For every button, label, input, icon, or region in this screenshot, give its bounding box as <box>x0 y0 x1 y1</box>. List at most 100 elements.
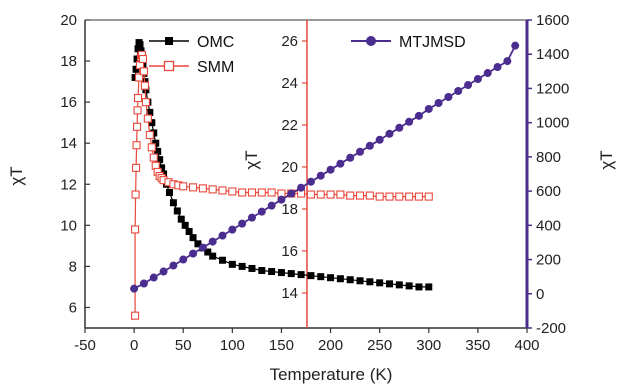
mtjmsd-point <box>493 63 502 72</box>
mtjmsd-point <box>395 123 404 132</box>
smm-point <box>346 191 355 200</box>
middle-ticks: 14 16 18 20 22 24 26 <box>281 33 307 302</box>
omc-point <box>185 227 193 235</box>
omc-point <box>248 264 256 272</box>
omc-point <box>165 188 173 196</box>
series-omc <box>131 39 433 291</box>
x-tick-label: 400 <box>514 337 539 354</box>
right-axis-title: χT <box>597 150 616 169</box>
smm-point <box>131 225 140 234</box>
legend-smm-marker <box>163 60 175 72</box>
omc-point <box>146 108 154 116</box>
right-tick-label: 400 <box>536 217 561 234</box>
mtjmsd-point <box>139 279 148 288</box>
omc-point <box>415 283 423 291</box>
mtjmsd-point <box>365 141 374 150</box>
omc-point <box>194 240 202 248</box>
x-ticks: -50 0 50 100 150 200 250 300 350 400 <box>74 328 540 354</box>
omc-point <box>136 41 144 49</box>
omc-point <box>158 164 166 172</box>
mtjmsd-point <box>238 219 247 228</box>
omc-point <box>425 283 433 291</box>
left-tick-label: 10 <box>60 217 77 234</box>
right-ticks: -200 0 200 400 600 800 1000 1200 1400 1600 <box>527 12 569 337</box>
omc-point <box>209 252 217 260</box>
left-ticks: 6 8 10 12 14 16 18 20 <box>60 12 90 316</box>
left-tick-label: 6 <box>69 299 77 316</box>
smm-point <box>143 114 152 123</box>
legend-mtjmsd-marker <box>366 36 376 46</box>
omc-point <box>148 119 156 127</box>
mtjmsd-point <box>385 129 394 138</box>
x-tick-label: 250 <box>367 337 392 354</box>
mtjmsd-point <box>277 195 286 204</box>
left-axis-title: χT <box>7 166 26 185</box>
omc-point <box>336 275 344 283</box>
omc-point <box>317 273 325 281</box>
smm-point <box>336 190 345 199</box>
middle-tick-label: 26 <box>281 33 298 50</box>
mtjmsd-point <box>267 201 276 210</box>
left-tick-label: 8 <box>69 258 77 275</box>
middle-axis-title: χT <box>242 150 261 169</box>
x-tick-label: 100 <box>220 337 245 354</box>
right-tick-label: 200 <box>536 252 561 269</box>
legend-omc-marker <box>165 37 173 45</box>
smm-point <box>375 192 384 201</box>
omc-point <box>307 272 315 280</box>
omc-point <box>405 282 413 290</box>
smm-point <box>147 143 156 152</box>
mtjmsd-point <box>434 98 443 107</box>
left-tick-label: 16 <box>60 94 77 111</box>
legend-mtjmsd-label: MTJMSD <box>399 34 466 51</box>
smm-point <box>188 183 198 192</box>
mtjmsd-point <box>179 255 188 264</box>
omc-point <box>142 86 150 94</box>
smm-point <box>141 98 150 107</box>
x-tick-label: 0 <box>130 337 138 354</box>
smm-point <box>424 192 433 201</box>
mtjmsd-point <box>169 261 178 270</box>
mtjmsd-point <box>503 57 512 66</box>
legend-smm-label: SMM <box>197 59 234 76</box>
middle-tick-label: 18 <box>281 201 298 218</box>
right-tick-label: -200 <box>536 320 566 337</box>
smm-point <box>139 67 148 76</box>
smm-point <box>131 311 140 320</box>
mtjmsd-point <box>454 87 463 96</box>
mtjmsd-point <box>247 213 256 222</box>
omc-point <box>204 248 212 256</box>
smm-point <box>145 130 154 140</box>
smm-point <box>326 190 335 199</box>
smm-point <box>138 54 148 64</box>
omc-point <box>346 276 354 284</box>
mtjmsd-point <box>444 93 453 101</box>
omc-point <box>258 267 266 275</box>
smm-point <box>365 191 374 200</box>
omc-point <box>287 270 295 278</box>
left-tick-label: 12 <box>60 176 77 193</box>
smm-point <box>385 192 394 201</box>
smm-point <box>132 141 141 150</box>
omc-point <box>137 47 145 55</box>
mtjmsd-point <box>306 177 315 186</box>
right-tick-label: 0 <box>536 286 544 303</box>
series-mtjmsd <box>130 41 520 293</box>
omc-point <box>219 256 227 264</box>
omc-point <box>152 139 160 147</box>
smm-point <box>395 192 404 201</box>
smm-point <box>405 192 414 201</box>
smm-point <box>257 188 266 197</box>
mtjmsd-point <box>159 267 168 276</box>
smm-point <box>133 93 143 103</box>
left-tick-label: 14 <box>60 135 77 152</box>
smm-point <box>355 191 365 200</box>
smm-point <box>132 163 141 172</box>
x-tick-label: 150 <box>269 337 294 354</box>
omc-point <box>327 274 335 282</box>
omc-point <box>376 279 384 287</box>
omc-point <box>395 281 403 289</box>
mtjmsd-point <box>511 41 520 50</box>
smm-point <box>208 185 217 194</box>
mtjmsd-point <box>424 104 433 113</box>
